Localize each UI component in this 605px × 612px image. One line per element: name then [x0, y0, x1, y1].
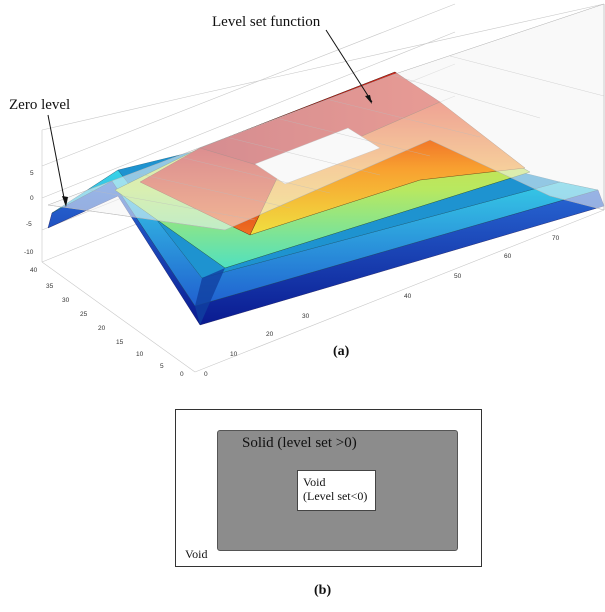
svg-text:35: 35 — [46, 283, 54, 290]
svg-text:0: 0 — [204, 371, 208, 378]
svg-text:10: 10 — [230, 351, 238, 358]
svg-text:40: 40 — [30, 267, 38, 274]
x-axis-ticks: 0 10 20 30 40 50 60 70 — [204, 235, 560, 378]
svg-text:5: 5 — [160, 363, 164, 370]
outer-void-label: Void — [185, 547, 208, 561]
caption-a: (a) — [333, 344, 350, 359]
arrowhead-icon — [62, 196, 68, 207]
svg-text:30: 30 — [302, 313, 310, 320]
y-axis-ticks: 40 35 30 25 20 15 10 5 0 — [30, 267, 184, 378]
solid-region: Solid (level set >0) Void (Level set<0) — [217, 430, 458, 551]
solid-label: Solid (level set >0) — [242, 435, 357, 451]
annotation-zero-level: Zero level — [9, 97, 70, 207]
svg-text:25: 25 — [80, 311, 88, 318]
svg-text:0: 0 — [30, 195, 34, 202]
svg-text:50: 50 — [454, 273, 462, 280]
svg-text:60: 60 — [504, 253, 512, 260]
svg-text:15: 15 — [116, 339, 124, 346]
arrowhead-icon — [365, 95, 372, 104]
svg-text:Zero level: Zero level — [9, 97, 70, 113]
svg-text:-5: -5 — [26, 221, 32, 228]
annotation-level-set-function: Level set function — [212, 14, 373, 104]
inner-void-label: Void — [303, 475, 326, 489]
svg-text:70: 70 — [552, 235, 560, 242]
zero-level-plane — [47, 3, 605, 231]
svg-text:Level set function: Level set function — [212, 14, 321, 30]
svg-text:5: 5 — [30, 170, 34, 177]
inner-void-region: Void (Level set<0) — [297, 470, 376, 511]
svg-text:20: 20 — [98, 325, 106, 332]
panel-b-domain: Solid (level set >0) Void (Level set<0) … — [175, 409, 482, 567]
svg-text:40: 40 — [404, 293, 412, 300]
svg-text:10: 10 — [136, 351, 144, 358]
inner-void-sublabel: (Level set<0) — [303, 489, 368, 503]
svg-text:30: 30 — [62, 297, 70, 304]
svg-text:20: 20 — [266, 331, 274, 338]
svg-text:-10: -10 — [24, 249, 34, 256]
svg-text:0: 0 — [180, 371, 184, 378]
caption-b: (b) — [314, 583, 332, 598]
z-axis-ticks: 5 0 -5 -10 — [24, 170, 34, 256]
